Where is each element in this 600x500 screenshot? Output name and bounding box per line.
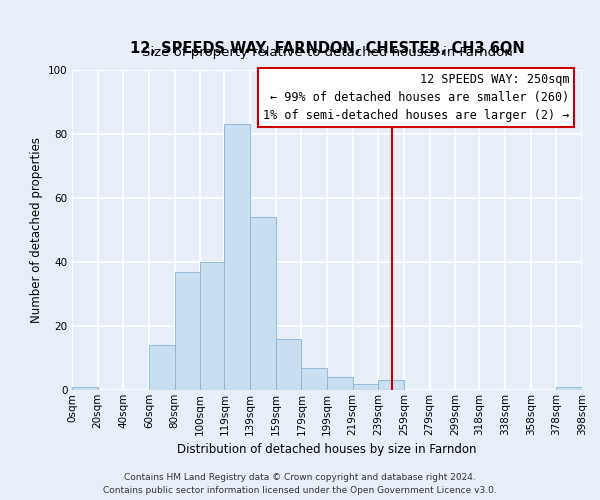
Y-axis label: Number of detached properties: Number of detached properties (29, 137, 43, 323)
Text: Size of property relative to detached houses in Farndon: Size of property relative to detached ho… (142, 46, 512, 59)
Text: Contains HM Land Registry data © Crown copyright and database right 2024.
Contai: Contains HM Land Registry data © Crown c… (103, 474, 497, 495)
Bar (175, 272, 200, 390)
Bar (301, 368, 327, 390)
Bar (353, 384, 378, 390)
Bar (250, 217, 276, 390)
Bar (72, 387, 98, 390)
Bar (327, 377, 353, 390)
Bar (276, 339, 301, 390)
Bar (556, 387, 582, 390)
Bar (149, 345, 175, 390)
Title: 12, SPEEDS WAY, FARNDON, CHESTER, CH3 6QN: 12, SPEEDS WAY, FARNDON, CHESTER, CH3 6Q… (130, 42, 524, 56)
Text: 12 SPEEDS WAY: 250sqm
← 99% of detached houses are smaller (260)
1% of semi-deta: 12 SPEEDS WAY: 250sqm ← 99% of detached … (263, 73, 569, 122)
Bar (224, 124, 250, 390)
Bar (200, 262, 224, 390)
X-axis label: Distribution of detached houses by size in Farndon: Distribution of detached houses by size … (177, 443, 477, 456)
Bar (378, 380, 404, 390)
